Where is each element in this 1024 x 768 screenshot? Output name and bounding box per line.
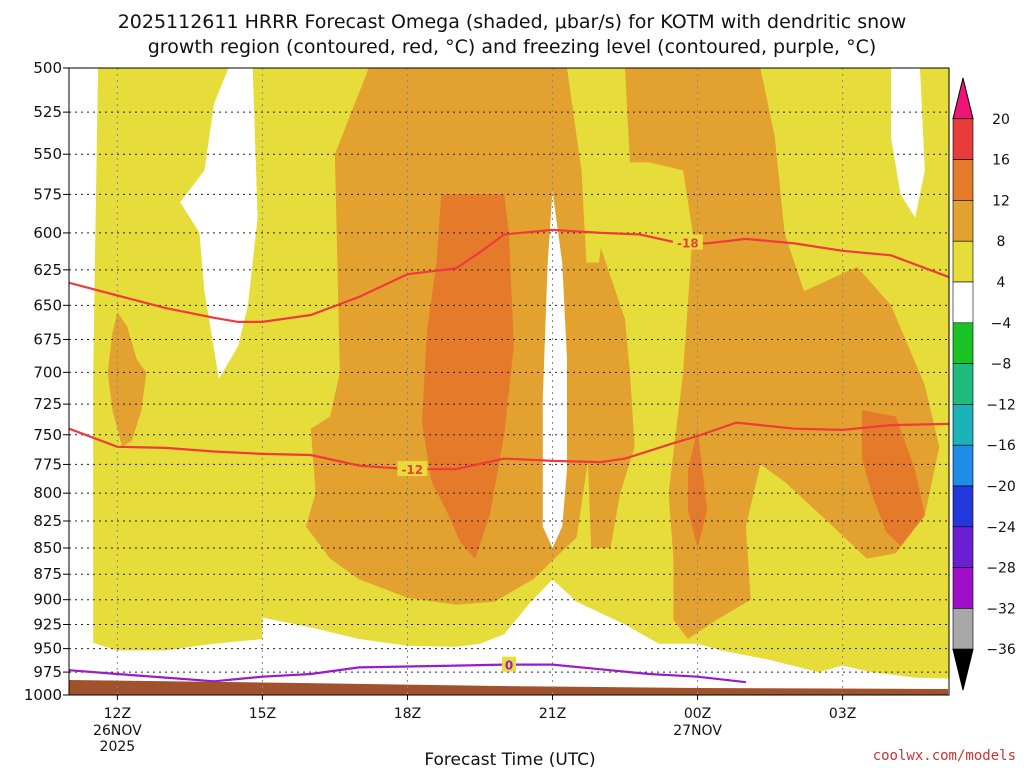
y-tick-label-1000: 1000 (24, 686, 62, 704)
colorbar-segment-2 (952, 159, 974, 201)
colorbar-label-2: 12 (992, 193, 1010, 209)
colorbar-segment-1 (952, 118, 974, 160)
contour-label-1: -12 (401, 463, 423, 477)
omega-region-9 (542, 191, 567, 549)
contour-label-bg-1 (397, 461, 428, 477)
colorbar-label-3: 8 (997, 234, 1006, 250)
x-tick-label-00Z: 00Z (684, 706, 711, 722)
colorbar-segment-12 (952, 567, 974, 609)
x-tick-sublabel-00Z-0: 27NOV (673, 723, 722, 739)
colorbar-segment-5 (952, 281, 974, 324)
contour-label-2: 0 (505, 659, 513, 673)
y-tick-label-750: 750 (33, 426, 62, 444)
y-tick-label-550: 550 (33, 145, 62, 163)
y-tick-label-900: 900 (33, 591, 62, 609)
y-tick-label-725: 725 (33, 395, 62, 413)
colorbar-segment-6 (952, 322, 974, 364)
x-tick-label-12Z: 12Z (104, 706, 131, 722)
y-tick-label-875: 875 (33, 565, 62, 583)
colorbar-cap-top (952, 77, 974, 120)
colorbar-label-6: −8 (991, 357, 1012, 373)
x-tick-sublabel-12Z-1: 2025 (100, 739, 136, 755)
x-tick-label-03Z: 03Z (829, 706, 856, 722)
colorbar-segment-10 (952, 485, 974, 528)
y-tick-label-650: 650 (33, 296, 62, 314)
y-tick-label-500: 500 (33, 59, 62, 77)
temperature-contours: -18 -12 0 (69, 228, 949, 684)
colorbar-label-8: −16 (986, 438, 1016, 454)
omega-region-7 (862, 410, 925, 546)
y-tick-label-600: 600 (33, 224, 62, 242)
omega-region-11 (88, 68, 98, 373)
y-tick-label-950: 950 (33, 640, 62, 658)
terrain (69, 680, 948, 695)
y-tick-label-925: 925 (33, 615, 62, 633)
colorbar-label-7: −12 (986, 397, 1016, 413)
colorbar-label-12: −32 (986, 601, 1016, 617)
colorbar-label-0: 20 (992, 112, 1010, 128)
y-tick-label-625: 625 (33, 261, 62, 279)
colorbar-label-13: −36 (986, 642, 1016, 658)
colorbar-label-1: 16 (992, 153, 1010, 169)
colorbar-label-9: −20 (986, 479, 1016, 495)
y-tick-label-800: 800 (33, 484, 62, 502)
omega-region-2 (586, 247, 635, 548)
omega-shading (88, 68, 949, 679)
plot-area: -18 -12 0 (68, 67, 950, 696)
contour-line-1 (69, 421, 949, 471)
y-tick-label-700: 700 (33, 363, 62, 381)
grid-lines (69, 68, 949, 695)
colorbar-segment-3 (952, 200, 974, 242)
contour-line-2 (69, 663, 747, 684)
contour-label-bg-2 (502, 656, 516, 672)
colorbar-segment-7 (952, 363, 974, 405)
y-tick-label-675: 675 (33, 330, 62, 348)
colorbar-label-10: −24 (986, 520, 1016, 536)
x-tick-sublabel-12Z-0: 26NOV (93, 723, 142, 739)
colorbar: 20 16 12 8 4 −4 −8 −12 −16 −20 −24 −28 −32 −36 (952, 77, 1016, 691)
y-tick-label-825: 825 (33, 512, 62, 530)
omega-region-8 (180, 68, 258, 379)
colorbar-label-11: −28 (986, 561, 1016, 577)
credit-text: coolwx.com/models (873, 748, 1016, 764)
colorbar-segment-9 (952, 444, 974, 487)
plot-frame (68, 67, 950, 696)
contour-label-0: -18 (677, 237, 699, 251)
y-tick-label-775: 775 (33, 455, 62, 473)
y-tick-label-575: 575 (33, 185, 62, 203)
colorbar-segment-11 (952, 526, 974, 568)
pressure-axis: 500 525 550 575 600 625 650 675 700 725 750 775 800 8… (24, 59, 69, 704)
x-tick-label-18Z: 18Z (394, 706, 421, 722)
colorbar-label-5: −4 (991, 316, 1012, 332)
chart-title-line-1: 2025112611 HRRR Forecast Omega (shaded, … (118, 11, 907, 33)
omega-region-10 (891, 68, 925, 218)
contour-line-0 (69, 228, 949, 323)
contour-label-bg-0 (672, 234, 703, 250)
y-tick-label-975: 975 (33, 663, 62, 681)
x-axis-label: Forecast Time (UTC) (424, 750, 595, 768)
chart-title-line-2: growth region (contoured, red, °C) and f… (148, 36, 877, 58)
colorbar-segment-8 (952, 404, 974, 446)
colorbar-cap-bottom (952, 648, 974, 691)
x-tick-label-21Z: 21Z (539, 706, 566, 722)
x-tick-label-15Z: 15Z (249, 706, 276, 722)
colorbar-label-4: 4 (997, 275, 1006, 291)
y-tick-label-525: 525 (33, 103, 62, 121)
y-tick-label-850: 850 (33, 539, 62, 557)
colorbar-segment-4 (952, 240, 974, 283)
omega-region-5 (422, 194, 514, 559)
colorbar-segment-13 (952, 608, 974, 650)
